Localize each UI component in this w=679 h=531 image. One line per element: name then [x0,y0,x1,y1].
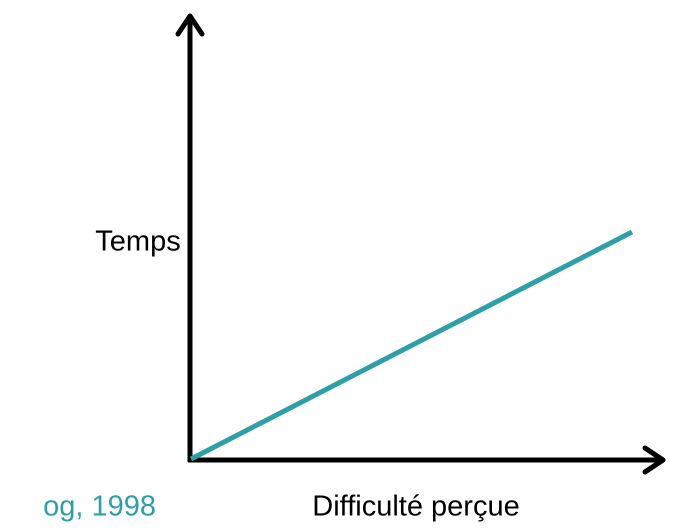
trend-line [189,229,634,462]
y-axis-label: Temps [95,226,180,258]
x-axis-arrow [642,445,666,475]
citation: og, 1998 [43,491,156,523]
y-axis-arrow [175,13,205,37]
x-axis-label: Difficulté perçue [312,491,519,523]
